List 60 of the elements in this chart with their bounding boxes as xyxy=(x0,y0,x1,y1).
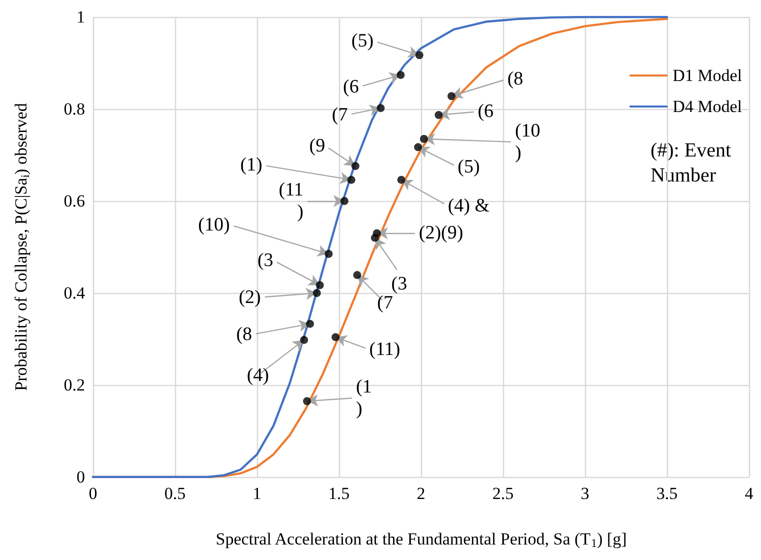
annotation: (1) xyxy=(240,154,262,176)
point xyxy=(303,397,312,406)
y-tick-label: 0.6 xyxy=(64,192,85,210)
point xyxy=(347,176,356,184)
x-tick-label: 3 xyxy=(580,484,590,503)
point xyxy=(376,104,385,112)
point xyxy=(351,162,360,170)
y-tick-label: 0.2 xyxy=(64,376,85,394)
annotation: (1 ) xyxy=(356,376,372,420)
annotation: (2) xyxy=(238,286,261,308)
point xyxy=(332,333,340,342)
y-tick-label: 0 xyxy=(76,468,85,486)
x-tick-label: 1 xyxy=(252,484,262,503)
annotation: (5) xyxy=(458,156,480,178)
point xyxy=(370,234,379,242)
annotation: (4) xyxy=(246,364,269,386)
legend-label: D4 Model xyxy=(672,97,742,116)
point xyxy=(300,336,308,344)
point xyxy=(316,281,324,290)
point xyxy=(353,271,362,280)
y-tick-label: 0.4 xyxy=(64,284,86,302)
y-axis-title: Probability of Collapse, P(C|Sai) observed xyxy=(12,102,32,391)
annotation: (3 xyxy=(391,274,408,295)
point xyxy=(420,134,428,143)
x-tick-label: 2.5 xyxy=(492,484,514,503)
annotation: (6 xyxy=(478,101,494,122)
y-tick-label: 0.8 xyxy=(64,100,85,118)
x-tick-label: 0.5 xyxy=(164,484,186,503)
annotation: (11) xyxy=(369,339,400,360)
annotation: (#): Event Number xyxy=(650,140,732,186)
annotation: (2)(9) xyxy=(418,222,464,244)
x-tick-label: 2 xyxy=(416,484,426,503)
annotation: (7 xyxy=(377,292,393,314)
annotation: (8 xyxy=(507,68,524,90)
x-tick-label: 3.5 xyxy=(656,484,678,503)
x-tick-label: 1.5 xyxy=(328,484,350,503)
annotation: (10 ) xyxy=(514,120,540,164)
annotation: (4) & xyxy=(448,195,490,216)
annotation: (6 xyxy=(342,76,359,98)
point xyxy=(448,92,456,100)
point xyxy=(306,320,314,328)
point xyxy=(396,70,405,79)
x-tick-label: 4 xyxy=(744,484,754,503)
annotation: (10) xyxy=(198,214,230,236)
y-tick-label: 1 xyxy=(76,8,85,26)
annotation: (5) xyxy=(351,30,374,52)
annotation: (7 xyxy=(332,104,348,126)
x-tick-label: 0 xyxy=(88,484,98,503)
point xyxy=(414,143,422,152)
point xyxy=(312,289,321,297)
annotation: (11 ) xyxy=(278,180,304,222)
annotation: (9 xyxy=(309,135,326,156)
annotation: (8 xyxy=(236,324,252,346)
point xyxy=(415,51,424,60)
point xyxy=(340,197,348,205)
legend-label: D1 Model xyxy=(672,66,742,85)
point xyxy=(397,176,406,184)
annotation: (3 xyxy=(257,250,274,271)
point xyxy=(434,110,443,119)
point xyxy=(324,250,333,258)
